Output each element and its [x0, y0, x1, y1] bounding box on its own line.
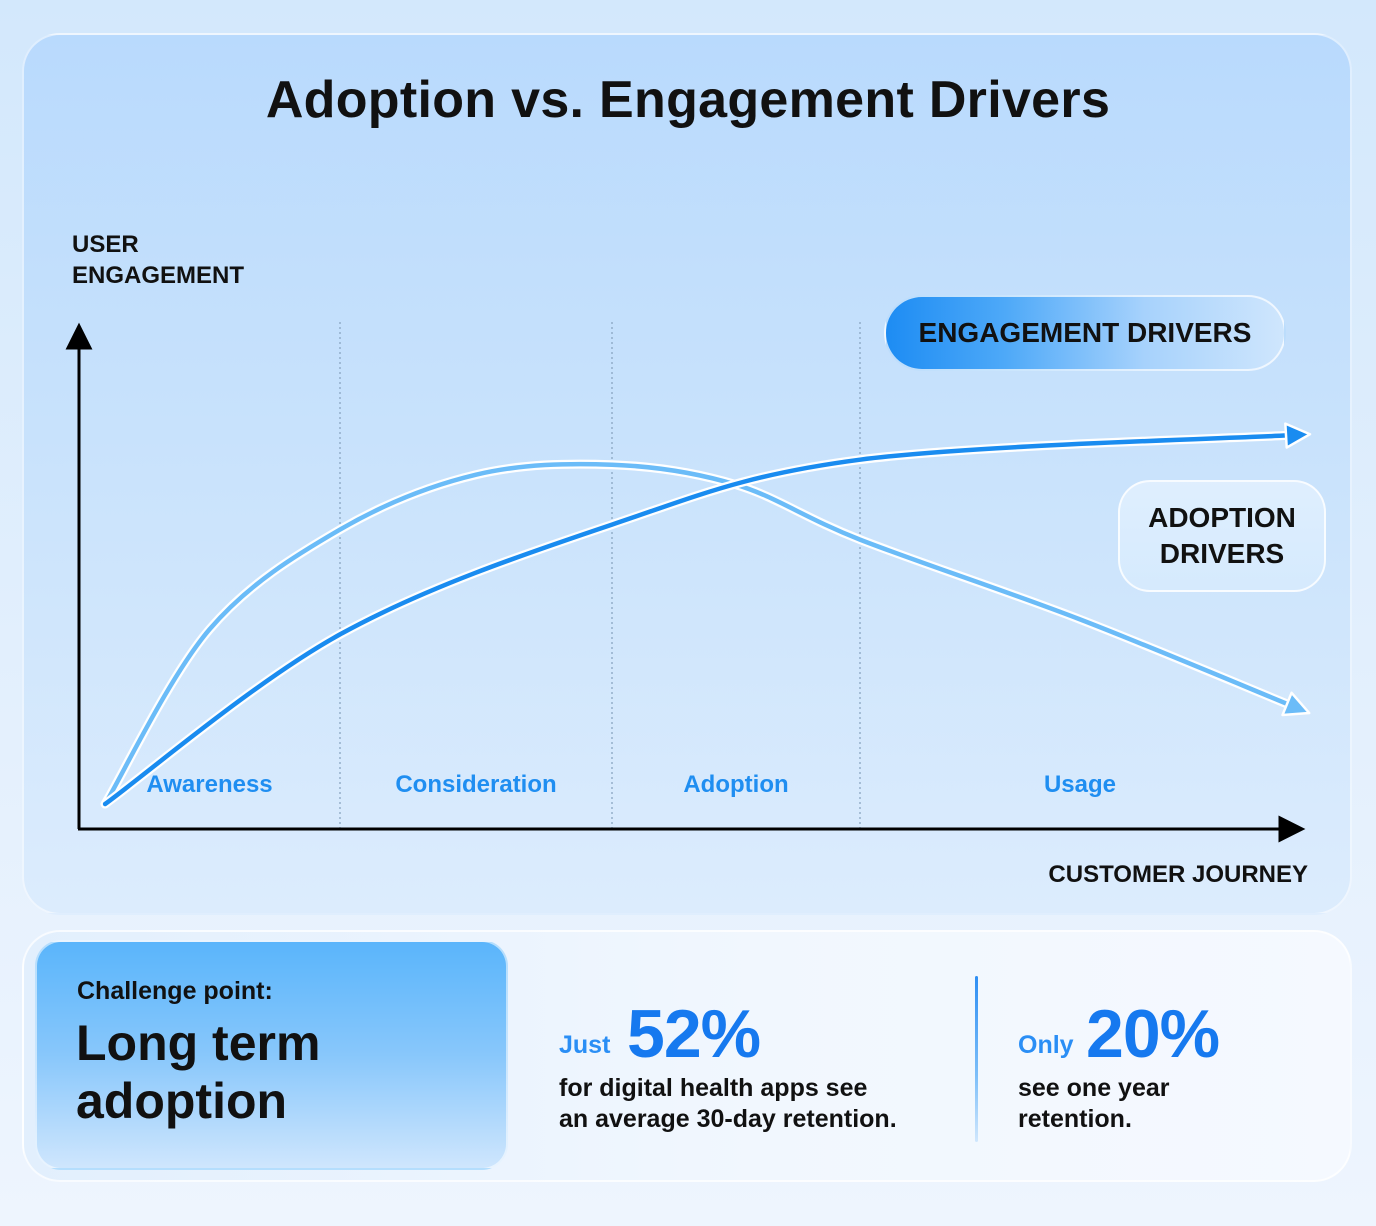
challenge-label: Challenge point:	[77, 977, 273, 1005]
chart-plot	[65, 322, 1312, 843]
adoption-drivers-line	[102, 461, 1303, 807]
stage-dividers	[339, 322, 861, 828]
adoption-drivers-arrowhead	[1281, 691, 1311, 717]
stage-label-awareness: Awareness	[146, 771, 273, 798]
stat2-description: see one year retention.	[1018, 1074, 1170, 1133]
stat2-prefix: Only	[1018, 1031, 1074, 1059]
stats-divider	[975, 976, 978, 1142]
challenge-title: Long term adoption	[76, 1015, 321, 1129]
engagement-drivers-line-halo	[100, 430, 1305, 809]
stat2-value: 20%	[1086, 996, 1220, 1072]
page-title: Adoption vs. Engagement Drivers	[265, 71, 1111, 129]
stat1-value: 52%	[627, 996, 761, 1072]
engagement-drivers-legend: ENGAGEMENT DRIVERS	[884, 295, 1286, 371]
y-axis-label: USER ENGAGEMENT	[72, 231, 245, 289]
engagement-drivers-arrowhead	[1284, 422, 1312, 449]
challenge-box	[35, 940, 508, 1170]
stat1-description: for digital health apps see an average 3…	[559, 1074, 897, 1133]
x-axis-label: CUSTOMER JOURNEY	[1048, 861, 1308, 888]
stat1-prefix: Just	[559, 1031, 611, 1059]
engagement-drivers-line	[102, 432, 1303, 807]
stage-label-usage: Usage	[1043, 771, 1117, 798]
stage-label-adoption: Adoption	[683, 771, 789, 798]
adoption-drivers-series	[100, 459, 1311, 809]
stage-label-consideration: Consideration	[395, 771, 557, 798]
engagement-drivers-series	[100, 422, 1312, 809]
adoption-drivers-legend: ADOPTION DRIVERS	[1118, 480, 1326, 592]
